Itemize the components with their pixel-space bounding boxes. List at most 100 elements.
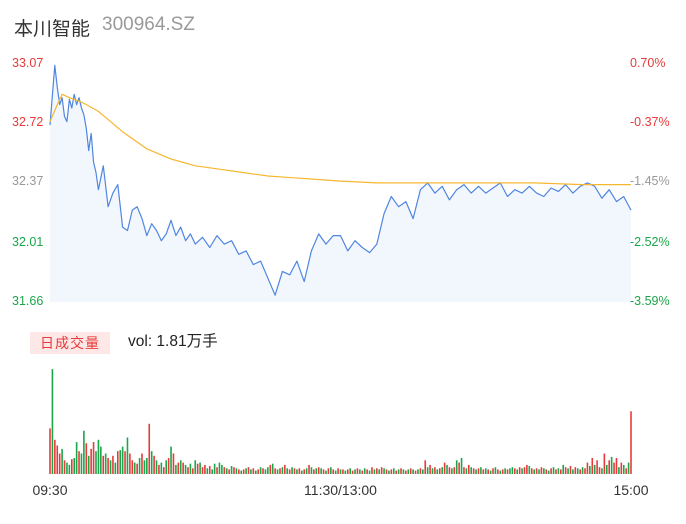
volume-bar [238,469,240,474]
volume-bar [475,469,477,474]
volume-bar [262,468,264,474]
stock-code: 300964.SZ [102,14,195,35]
volume-bar [150,451,153,474]
volume-bar [87,455,90,474]
volume-bar [310,467,313,474]
volume-bar [472,468,475,474]
volume-bar [470,467,473,474]
volume-bar [61,448,63,474]
volume-bar [51,369,54,474]
volume-bar [516,469,519,474]
volume-bar [204,464,206,474]
volume-bar [70,459,73,474]
volume-bar [315,468,318,474]
volume-bar [92,442,95,474]
volume-bar [349,468,351,474]
volume-bar [97,439,100,474]
volume-bar [322,469,325,474]
volume-bar [613,462,615,474]
volume-bar [199,462,201,474]
volume-bar [545,469,548,474]
volume-bar [366,469,368,474]
volume-bar [468,464,470,474]
volume-bar [293,468,296,474]
volume-bar [480,467,482,474]
volume-bar [354,469,356,474]
volume-bar [547,470,550,474]
volume-bar [138,458,141,474]
stock-name: 本川智能 [14,19,91,40]
volume-bar [271,463,274,474]
volume-bar [586,462,589,474]
volume-bar [327,468,330,474]
volume-bar [487,469,489,474]
volume-bar [460,458,463,474]
volume-bar [109,460,112,474]
volume-bar [286,468,289,474]
volume-bar [618,467,620,474]
volume-bar [417,469,419,474]
volume-bar [235,468,238,474]
volume-bar [497,469,499,474]
volume-bar [206,468,209,474]
volume-bar [83,430,85,474]
volume-bar [501,469,504,474]
volume-bar [339,469,342,474]
volume-bar [240,470,243,474]
y-tick-label-left: 32.37 [12,174,44,189]
volume-bar [330,467,332,474]
volume-bar [305,468,308,474]
volume-bar [276,469,279,474]
volume-bar [211,469,213,474]
volume-bar [422,469,424,474]
y-tick-label-right: 0.70% [630,56,666,70]
volume-bar [73,458,76,474]
volume-bar [514,468,516,474]
volume-bar [100,446,102,474]
volume-bar [368,470,371,474]
volume-bar [458,462,460,474]
volume-bar [342,469,344,474]
y-tick-label-right: -0.37% [630,114,670,129]
volume-bar [569,466,572,474]
volume-bar [424,460,427,474]
volume-bar [603,453,606,474]
volume-bar [54,439,56,474]
volume-bar [576,468,579,474]
volume-bar [279,468,281,474]
volume-bar [148,423,151,474]
volume-bar [552,467,555,474]
volume-bar [337,468,339,474]
volume-bar [308,464,310,474]
volume-bar [267,467,269,474]
volume-bar [523,467,526,474]
volume-bar [562,464,565,474]
volume-bar [538,469,540,474]
volume-bar [560,469,562,474]
volume-bar [90,448,92,474]
volume-bar [625,468,627,474]
volume-bar [182,462,184,474]
volume-bar [593,464,596,474]
volume-bar [296,469,298,474]
volume-bar [133,462,136,474]
volume-bar [184,464,187,474]
volume-bar [405,470,407,474]
volume-bar [116,451,119,474]
volume-bar [390,469,393,474]
volume-bar [192,468,194,474]
volume-bar [218,462,221,474]
volume-bar [359,469,361,474]
volume-bar [141,453,143,474]
volume-bar [107,458,109,474]
volume-bar [526,464,528,474]
volume-bar [518,467,521,474]
volume-bar [281,467,284,474]
volume-bar [608,460,611,474]
volume-bar [395,470,397,474]
volume-bar [463,467,465,474]
volume-bar [429,464,431,474]
volume-bar [172,453,175,474]
volume-bar [124,451,126,474]
